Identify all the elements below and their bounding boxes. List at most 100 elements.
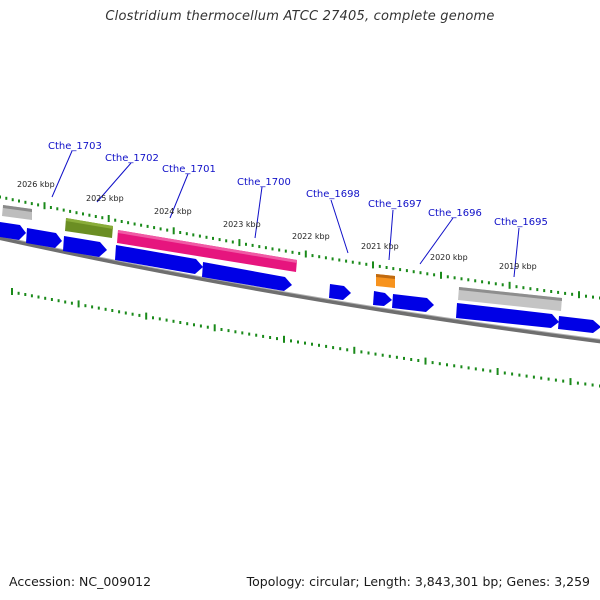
gene-label-cthe-1702[interactable]: Cthe_1702 [105,153,159,164]
kbp-label: 2023 kbp [223,220,261,229]
gene-label-cthe-1701[interactable]: Cthe_1701 [162,164,216,175]
cds-arrow[interactable] [456,303,559,328]
minor-tick [30,294,33,298]
minor-tick [133,222,136,226]
minor-tick [158,317,161,321]
minor-tick [165,318,168,322]
minor-tick [525,374,528,378]
minor-tick [345,259,348,263]
minor-tick [258,245,261,249]
leader-line [51,150,73,198]
minor-tick [339,347,342,351]
minor-tick [487,281,490,285]
minor-tick [467,278,470,282]
cds-arrow[interactable] [0,222,26,240]
minor-tick [30,202,33,206]
minor-tick [251,243,254,247]
minor-tick [564,291,567,295]
minor-tick [24,293,27,296]
minor-tick [378,264,381,268]
cds-arrow[interactable] [63,236,107,257]
outer-kbp-ticks [0,195,600,300]
gene-label-cthe-1703[interactable]: Cthe_1703 [48,141,102,152]
minor-tick [412,270,415,274]
olive-feature[interactable] [65,218,113,238]
minor-tick [592,295,594,299]
leader-line [169,173,189,219]
grey-feature-right[interactable] [458,287,562,311]
cds-arrow[interactable] [115,245,203,274]
minor-tick [262,334,265,338]
minor-tick [540,376,543,380]
major-tick [508,281,511,289]
kbp-label: 2020 kbp [430,253,468,262]
minor-tick [44,296,47,300]
minor-tick [291,250,294,254]
gene-label-cthe-1700[interactable]: Cthe_1700 [237,177,291,188]
minor-tick [172,319,175,323]
gene-label-cthe-1698[interactable]: Cthe_1698 [306,189,360,200]
minor-tick [271,247,274,251]
genome-backbone [0,236,600,344]
minor-tick [419,271,422,275]
cds-arrow[interactable] [329,284,351,300]
minor-tick [146,224,149,228]
feature-track [2,205,562,311]
minor-tick [97,306,100,310]
minor-tick [62,208,65,212]
major-tick [440,271,442,279]
gene-label-cthe-1696[interactable]: Cthe_1696 [428,208,482,219]
minor-tick [395,355,398,359]
minor-tick [426,272,429,276]
minor-tick [248,332,251,336]
minor-tick [88,213,91,217]
minor-tick [57,299,60,303]
leader-line [96,162,132,203]
minor-tick [460,365,463,369]
minor-tick [91,305,94,309]
major-tick [569,378,572,386]
cds-arrow[interactable] [392,294,434,312]
minor-tick [166,228,169,232]
minor-tick [325,344,328,348]
minor-tick [140,223,143,227]
minor-tick [264,246,267,250]
minor-tick [269,336,272,339]
major-tick [496,368,499,375]
minor-tick [75,211,78,215]
pink-feature[interactable] [117,230,297,272]
minor-tick [324,256,327,260]
cds-arrow[interactable] [202,262,292,291]
gene-label-cthe-1697[interactable]: Cthe_1697 [368,199,422,210]
minor-tick [153,226,156,230]
orange-feature-top [376,274,395,279]
minor-tick [179,321,182,324]
minor-tick [94,215,97,218]
minor-tick [318,343,320,347]
minor-tick [385,266,388,269]
cds-arrow[interactable] [26,228,62,248]
major-tick [304,250,307,258]
major-tick [145,312,148,320]
major-tick [77,300,80,308]
cds-arrow[interactable] [373,291,392,306]
minor-tick [18,199,20,203]
minor-tick [198,234,201,238]
major-tick [107,215,110,222]
minor-tick [104,307,107,311]
minor-tick [70,301,73,305]
minor-tick [543,289,546,293]
minor-tick [245,242,247,246]
minor-tick [374,352,377,356]
gene-label-cthe-1695[interactable]: Cthe_1695 [494,217,548,228]
leader-line [419,217,454,265]
minor-tick [585,294,587,298]
minor-tick [186,322,189,326]
map-title: Clostridium thermocellum ATCC 27405, com… [105,9,495,24]
major-tick [213,324,216,332]
minor-tick [388,354,391,358]
minor-tick [494,282,497,286]
minor-tick [515,285,518,289]
cds-arrow[interactable] [558,316,600,333]
